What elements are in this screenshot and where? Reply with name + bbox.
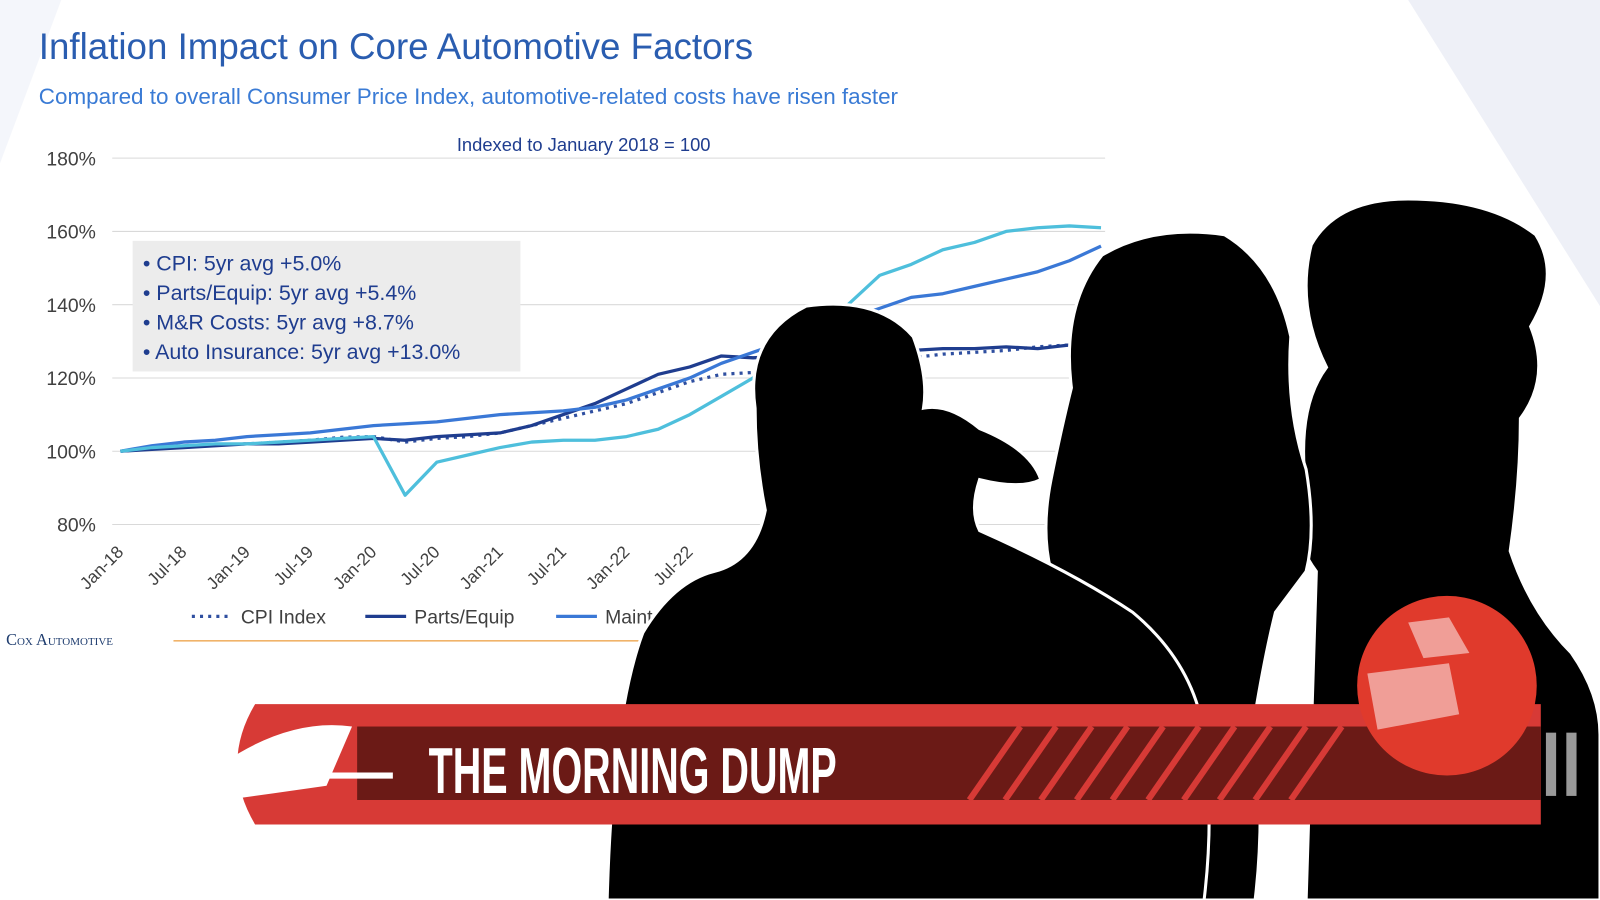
annotation: • Auto Insurance: 5yr avg +13.0% xyxy=(143,340,461,364)
annotations: • CPI: 5yr avg +5.0% • Parts/Equip: 5yr a… xyxy=(143,251,461,364)
bar-mark xyxy=(1566,732,1577,796)
y-tick-label: 100% xyxy=(46,441,96,463)
banner-stripes xyxy=(966,724,1345,802)
chart-note: Indexed to January 2018 = 100 xyxy=(457,134,711,155)
x-tick-label: Jan-21 xyxy=(455,542,507,594)
logo xyxy=(168,725,353,809)
x-tick-label: Jan-19 xyxy=(202,542,254,594)
annotation: • CPI: 5yr avg +5.0% xyxy=(143,251,341,275)
badge-icon xyxy=(1367,617,1470,730)
annotation: • Parts/Equip: 5yr avg +5.4% xyxy=(143,281,416,305)
x-tick-label: Jan-18 xyxy=(76,542,128,594)
x-tick-label: Jul-21 xyxy=(523,542,571,590)
y-tick-label: 180% xyxy=(46,148,96,170)
series-line xyxy=(120,244,1102,453)
y-tick-label: 140% xyxy=(46,295,96,317)
legend-label: Maint xyxy=(605,606,653,628)
banner: THE MORNING DUMP xyxy=(168,595,1577,825)
y-tick-label: 160% xyxy=(46,222,96,244)
legend-label: CPI Index xyxy=(241,606,326,628)
brand: Cox Automotive xyxy=(6,630,113,649)
annotation-box xyxy=(132,240,521,372)
bar-mark xyxy=(1545,732,1557,796)
banner-title: THE MORNING DUMP xyxy=(429,734,837,807)
series-line xyxy=(120,224,1102,497)
banner-band xyxy=(357,726,1541,800)
x-tick-label: Jul-18 xyxy=(143,542,191,590)
y-tick-label: 80% xyxy=(57,515,96,537)
chart-title: Inflation Impact on Core Automotive Fact… xyxy=(39,26,753,67)
legend-label: Parts/Equip xyxy=(414,606,514,628)
series-line xyxy=(120,339,1102,453)
x-tick-label: Jul-20 xyxy=(396,542,444,590)
x-tick-label: Jul-19 xyxy=(270,542,318,590)
annotation: • M&R Costs: 5yr avg +8.7% xyxy=(143,311,414,335)
y-tick-label: 120% xyxy=(46,368,96,390)
x-tick-label: Jan-20 xyxy=(329,542,381,594)
background-shape xyxy=(0,0,62,164)
x-tick-label: Jan-22 xyxy=(582,542,634,594)
chart-subtitle: Compared to overall Consumer Price Index… xyxy=(39,84,899,109)
